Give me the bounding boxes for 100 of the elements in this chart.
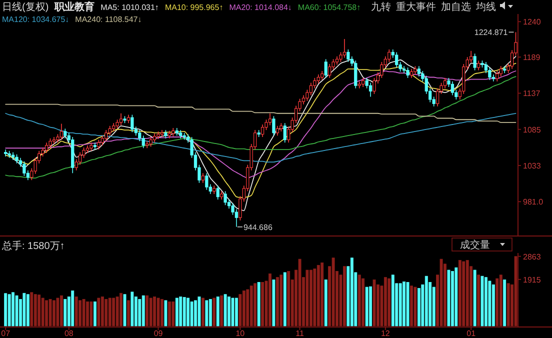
text: 重大事件	[396, 1, 436, 13]
candlestick	[368, 82, 372, 98]
annotation: 1224.871	[474, 28, 508, 38]
y-tick-label: 1137	[523, 89, 541, 98]
bar	[384, 277, 387, 326]
bar	[496, 278, 499, 326]
bar	[153, 296, 156, 326]
candlestick	[309, 82, 313, 96]
y-tick-label: 2863	[523, 252, 542, 262]
candlestick	[108, 125, 112, 136]
line-series	[5, 104, 516, 123]
y-tick-label: 1085	[523, 125, 542, 134]
candlestick	[362, 78, 365, 88]
bar	[78, 300, 82, 326]
candlestick	[450, 81, 454, 96]
text: 九转	[371, 1, 391, 13]
bar	[488, 280, 492, 326]
candlestick	[272, 116, 276, 136]
bar	[82, 299, 86, 326]
bar	[298, 258, 302, 326]
bar	[324, 280, 328, 326]
bar	[205, 300, 208, 326]
text: MA120: 1034.675↓	[2, 15, 70, 24]
bar	[127, 300, 130, 326]
bar	[41, 298, 44, 326]
bar	[120, 292, 122, 326]
bar	[350, 258, 354, 326]
bar	[242, 290, 246, 326]
candlestick	[443, 78, 447, 89]
bar	[168, 301, 171, 326]
bar	[216, 296, 220, 326]
bar	[372, 280, 376, 326]
bar	[320, 262, 324, 326]
text: MA10: 995.965↑	[164, 3, 224, 12]
candlestick	[64, 128, 67, 139]
candlestick	[152, 133, 156, 143]
y-tick-label: 1915	[523, 275, 542, 284]
bar	[64, 299, 67, 326]
bar	[398, 283, 402, 326]
candlestick	[283, 122, 286, 143]
bar	[388, 278, 391, 326]
annotation: 944.686	[243, 222, 273, 232]
candlestick	[22, 160, 26, 176]
candlestick	[492, 74, 495, 82]
bar	[30, 292, 34, 326]
bar	[146, 295, 149, 326]
candlestick	[44, 142, 48, 154]
bar	[254, 283, 257, 326]
candlestick	[52, 136, 56, 144]
candlestick	[276, 125, 279, 136]
bar	[26, 294, 30, 326]
bar	[313, 268, 316, 326]
bar	[369, 286, 372, 326]
candlestick	[260, 124, 264, 138]
candlestick	[358, 81, 361, 89]
bar	[440, 258, 443, 326]
text: MA240: 1108.547↓	[75, 15, 142, 24]
x-tick-label: 12	[380, 329, 390, 338]
bar	[480, 276, 484, 326]
bar	[22, 292, 26, 326]
bar	[116, 296, 119, 326]
bar	[276, 277, 279, 326]
bar	[484, 277, 488, 326]
y-tick-label: 1189	[523, 53, 541, 62]
bar	[228, 296, 230, 326]
bar	[38, 294, 41, 326]
candlestick	[160, 130, 164, 138]
candlestick	[342, 38, 346, 58]
candlestick	[476, 60, 480, 71]
bar	[231, 298, 234, 326]
bar	[15, 295, 18, 326]
bar	[190, 301, 194, 326]
bar	[450, 271, 454, 326]
bar	[60, 295, 63, 326]
bar	[466, 260, 469, 326]
candlestick	[436, 88, 440, 107]
bar	[12, 292, 14, 326]
bar	[4, 293, 8, 326]
candlestick	[4, 149, 8, 157]
candlestick	[142, 135, 145, 149]
bar	[179, 296, 182, 326]
bar	[257, 282, 260, 326]
candlestick	[410, 68, 414, 78]
bar	[287, 271, 290, 326]
candlestick	[130, 114, 134, 133]
candlestick	[354, 60, 358, 89]
candlestick	[496, 70, 499, 82]
bar	[8, 294, 11, 326]
bar	[182, 297, 186, 326]
bar	[86, 301, 89, 326]
bar	[506, 283, 510, 326]
candlestick	[216, 185, 220, 200]
bar	[391, 274, 394, 326]
bar	[90, 301, 93, 326]
candlestick	[402, 66, 406, 74]
bar	[56, 298, 60, 326]
candlestick	[473, 53, 476, 71]
bar	[473, 270, 476, 326]
bar	[477, 274, 480, 326]
bar	[104, 299, 108, 326]
